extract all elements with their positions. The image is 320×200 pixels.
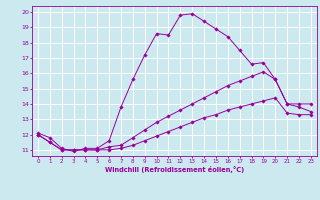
X-axis label: Windchill (Refroidissement éolien,°C): Windchill (Refroidissement éolien,°C) bbox=[105, 166, 244, 173]
